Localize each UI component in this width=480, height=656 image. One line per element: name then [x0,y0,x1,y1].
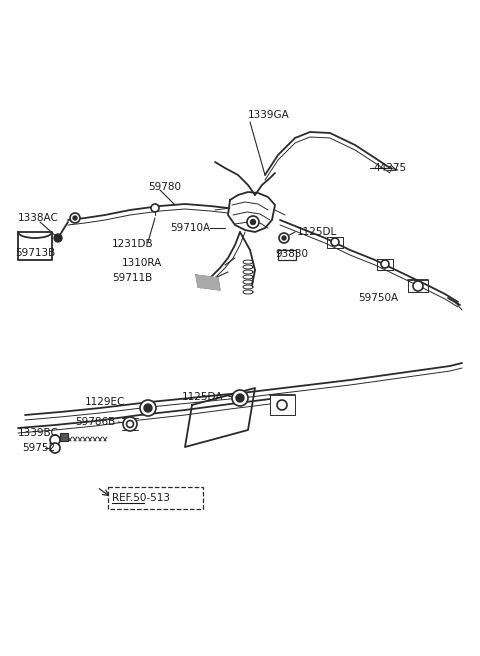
Circle shape [236,394,244,402]
Circle shape [70,213,80,223]
Text: 44375: 44375 [373,163,406,173]
Text: 1310RA: 1310RA [122,258,162,268]
Text: 1338AC: 1338AC [18,213,59,223]
Circle shape [50,443,60,453]
Text: 59786B: 59786B [75,417,115,427]
Circle shape [331,238,339,246]
Circle shape [50,435,60,445]
Circle shape [54,234,62,242]
Circle shape [140,400,156,416]
Text: REF.50-513: REF.50-513 [112,493,170,503]
Circle shape [251,220,255,224]
Text: 59711B: 59711B [112,273,152,283]
Circle shape [144,404,152,412]
Text: 59780: 59780 [148,182,181,192]
Polygon shape [196,275,220,290]
Circle shape [282,236,286,240]
Circle shape [151,204,159,212]
Circle shape [381,260,389,268]
Circle shape [232,390,248,406]
Circle shape [279,233,289,243]
Circle shape [73,216,77,220]
Circle shape [247,216,259,228]
Text: 1129EC: 1129EC [85,397,125,407]
Text: 1125DL: 1125DL [297,227,337,237]
Text: 93830: 93830 [275,249,308,259]
Text: 59710A: 59710A [170,223,210,233]
Bar [108,487,203,509]
Text: 59750A: 59750A [358,293,398,303]
Circle shape [413,281,423,291]
Bar [278,250,296,260]
Text: 59752: 59752 [22,443,55,453]
Text: 1231DB: 1231DB [112,239,154,249]
Circle shape [127,420,133,428]
Bar [60,433,68,441]
Circle shape [123,417,137,431]
Text: 1339BC: 1339BC [18,428,59,438]
Text: 59713B: 59713B [15,248,55,258]
Text: 1339GA: 1339GA [248,110,290,120]
Text: 1125DA: 1125DA [182,392,224,402]
Circle shape [277,400,287,410]
